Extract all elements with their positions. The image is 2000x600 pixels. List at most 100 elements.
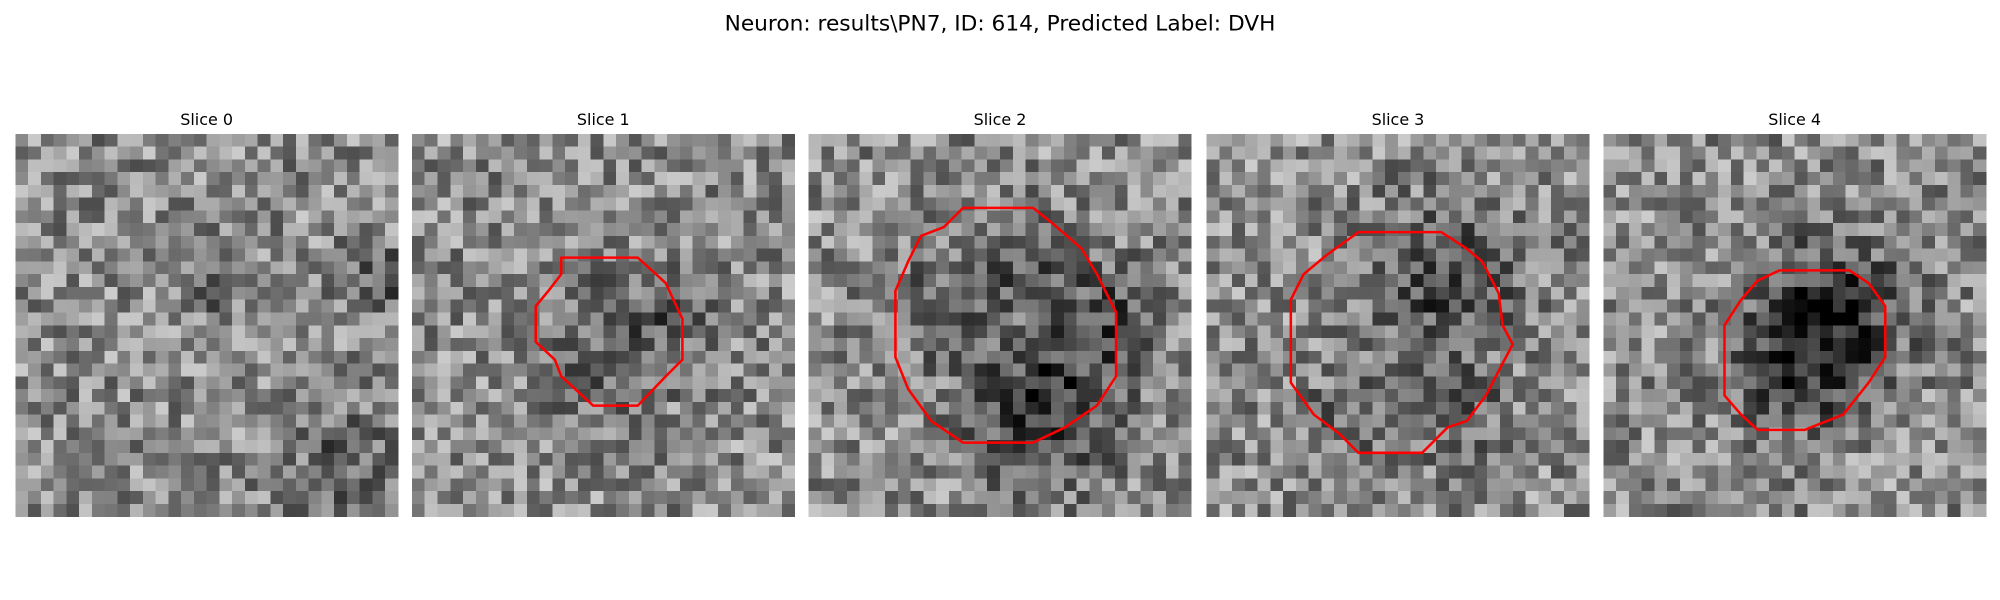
pixel bbox=[1127, 452, 1141, 466]
pixel bbox=[308, 325, 322, 339]
pixel bbox=[705, 389, 719, 403]
pixel bbox=[1448, 350, 1463, 364]
pixel bbox=[769, 414, 783, 428]
pixel bbox=[130, 223, 144, 237]
pixel bbox=[1718, 452, 1732, 466]
pixel bbox=[219, 478, 233, 492]
pixel bbox=[974, 312, 988, 326]
pixel bbox=[1947, 414, 1961, 428]
pixel bbox=[295, 363, 310, 377]
pixel bbox=[1257, 452, 1271, 466]
pixel bbox=[334, 401, 348, 415]
pixel bbox=[1563, 389, 1577, 403]
pixel bbox=[91, 491, 105, 505]
pixel bbox=[295, 503, 310, 517]
pixel bbox=[1883, 172, 1898, 186]
pixel bbox=[1512, 338, 1526, 352]
pixel bbox=[974, 210, 988, 224]
pixel bbox=[1641, 325, 1655, 339]
pixel bbox=[308, 338, 322, 352]
pixel bbox=[168, 133, 182, 148]
pixel bbox=[1934, 376, 1949, 390]
pixel bbox=[1679, 325, 1693, 339]
pixel bbox=[539, 299, 553, 313]
pixel bbox=[808, 440, 822, 454]
pixel bbox=[308, 478, 322, 492]
pixel bbox=[1654, 363, 1668, 377]
pixel bbox=[1769, 440, 1783, 454]
pixel bbox=[641, 133, 655, 148]
pixel bbox=[53, 261, 67, 275]
pixel bbox=[1934, 325, 1949, 339]
pixel bbox=[411, 223, 426, 237]
pixel bbox=[897, 389, 912, 403]
pixel bbox=[1153, 440, 1167, 454]
pixel bbox=[1165, 350, 1179, 364]
pixel bbox=[514, 223, 528, 237]
pixel bbox=[270, 376, 284, 390]
pixel bbox=[705, 172, 719, 186]
pixel bbox=[1667, 133, 1681, 148]
pixel bbox=[1718, 210, 1732, 224]
pixel bbox=[359, 452, 373, 466]
pixel bbox=[1628, 465, 1642, 479]
pixel bbox=[283, 427, 297, 441]
pixel bbox=[692, 312, 706, 326]
pixel bbox=[1858, 452, 1872, 466]
pixel bbox=[603, 299, 617, 313]
pixel bbox=[1667, 440, 1681, 454]
pixel bbox=[872, 376, 886, 390]
pixel bbox=[1359, 363, 1373, 377]
pixel bbox=[948, 325, 963, 339]
pixel bbox=[411, 299, 426, 313]
pixel bbox=[1769, 478, 1783, 492]
pixel bbox=[1436, 299, 1450, 313]
pixel bbox=[1448, 146, 1463, 160]
pixel bbox=[1165, 312, 1179, 326]
pixel bbox=[1178, 350, 1192, 364]
pixel bbox=[1781, 210, 1796, 224]
pixel bbox=[295, 414, 310, 428]
pixel bbox=[308, 223, 322, 237]
pixel bbox=[641, 427, 655, 441]
pixel bbox=[1244, 235, 1259, 250]
pixel bbox=[219, 440, 233, 454]
pixel bbox=[1140, 401, 1154, 415]
pixel bbox=[577, 414, 591, 428]
pixel bbox=[1372, 274, 1386, 288]
pixel bbox=[501, 325, 515, 339]
pixel bbox=[142, 465, 156, 479]
pixel bbox=[181, 223, 195, 237]
pixel bbox=[1063, 401, 1077, 415]
pixel bbox=[15, 172, 29, 186]
pixel bbox=[705, 146, 719, 160]
pixel bbox=[450, 299, 464, 313]
pixel bbox=[1153, 312, 1167, 326]
pixel bbox=[424, 286, 438, 301]
pixel bbox=[781, 184, 796, 199]
pixel bbox=[1436, 146, 1450, 160]
pixel bbox=[781, 427, 796, 441]
pixel bbox=[1603, 503, 1617, 517]
pixel bbox=[846, 286, 861, 301]
pixel bbox=[1641, 312, 1655, 326]
pixel bbox=[346, 223, 361, 237]
pixel bbox=[705, 159, 719, 173]
pixel bbox=[577, 452, 591, 466]
pixel bbox=[1654, 274, 1668, 288]
pixel bbox=[1756, 376, 1770, 390]
pixel bbox=[1551, 159, 1565, 173]
pixel bbox=[692, 452, 706, 466]
pixel bbox=[475, 235, 489, 250]
pixel bbox=[1563, 414, 1577, 428]
pixel bbox=[1076, 210, 1090, 224]
pixel bbox=[1500, 235, 1514, 250]
pixel bbox=[641, 146, 655, 160]
pixel bbox=[923, 491, 937, 505]
pixel bbox=[961, 338, 975, 352]
pixel bbox=[821, 133, 835, 148]
pixel bbox=[1257, 465, 1271, 479]
pixel bbox=[1051, 325, 1065, 339]
pixel bbox=[1063, 223, 1077, 237]
pixel bbox=[168, 159, 182, 173]
